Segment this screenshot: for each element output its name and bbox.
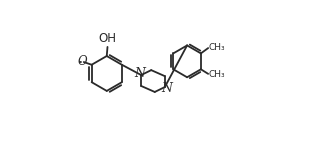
- Text: CH₃: CH₃: [209, 43, 226, 52]
- Text: N: N: [161, 82, 172, 95]
- Text: OH: OH: [99, 32, 116, 45]
- Text: O: O: [78, 55, 87, 68]
- Text: CH₃: CH₃: [209, 70, 226, 79]
- Text: N: N: [134, 67, 145, 80]
